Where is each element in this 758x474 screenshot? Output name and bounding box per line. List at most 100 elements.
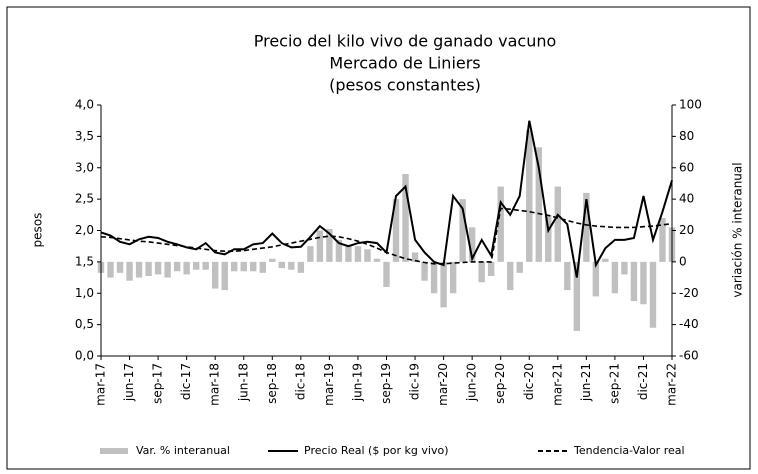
y2-tick-label: 0 xyxy=(679,254,687,268)
y-tick-label: 2,5 xyxy=(75,192,94,206)
x-tick-label: mar-20 xyxy=(436,363,450,406)
x-tick-label: dic-19 xyxy=(408,363,422,400)
bar xyxy=(421,261,428,281)
y-tick-label: 0,5 xyxy=(75,317,94,331)
bar xyxy=(107,261,114,278)
x-tick-label: sep-17 xyxy=(151,363,165,404)
bar xyxy=(278,261,286,269)
x-tick-label: mar-18 xyxy=(208,363,222,406)
bar xyxy=(602,258,609,262)
legend-swatch xyxy=(100,448,128,454)
line-series xyxy=(100,207,673,265)
bar xyxy=(478,261,485,283)
y-tick-label: 3,5 xyxy=(75,129,94,143)
bar xyxy=(307,246,314,262)
bar xyxy=(173,261,181,272)
bar xyxy=(554,186,561,262)
y-tick-label: 2,0 xyxy=(75,223,94,237)
bar xyxy=(183,261,190,275)
x-tick-label: sep-19 xyxy=(379,363,393,404)
bar xyxy=(364,249,371,262)
y-tick-label: 1,5 xyxy=(75,254,94,268)
chart-title: Precio del kilo vivo de ganado vacuno xyxy=(254,32,557,51)
bar xyxy=(402,174,409,262)
bar xyxy=(449,261,457,294)
bar xyxy=(250,261,257,272)
bar xyxy=(383,261,390,287)
x-tick-label: mar-21 xyxy=(550,363,564,406)
bar xyxy=(288,261,295,270)
bar xyxy=(135,261,143,278)
bar xyxy=(316,230,324,262)
bar xyxy=(507,261,514,291)
bar xyxy=(411,252,419,262)
x-tick-label: jun-20 xyxy=(465,363,479,402)
y-tick-label: 3,0 xyxy=(75,160,94,174)
bar xyxy=(611,261,619,294)
bar xyxy=(221,261,228,291)
y-axis-label: pesos xyxy=(31,213,45,248)
x-tick-label: dic-20 xyxy=(522,363,536,400)
x-tick-label: jun-21 xyxy=(579,363,593,402)
x-tick-label: dic-18 xyxy=(293,363,307,400)
bar xyxy=(373,258,381,262)
bar xyxy=(269,258,276,262)
x-tick-label: dic-17 xyxy=(179,363,193,400)
bar xyxy=(430,261,438,294)
bar xyxy=(526,130,533,262)
y2-tick-label: 80 xyxy=(679,129,694,143)
chart-subtitle: Mercado de Liniers xyxy=(329,54,480,73)
bar xyxy=(202,261,209,270)
y2-tick-label: -60 xyxy=(679,349,699,363)
bar xyxy=(459,199,466,262)
bar xyxy=(564,261,571,291)
bar xyxy=(392,199,400,262)
bar xyxy=(621,261,628,275)
bar xyxy=(154,261,162,275)
bar xyxy=(545,214,552,262)
y-tick-label: 4,0 xyxy=(75,98,94,112)
bar xyxy=(659,217,666,262)
bar xyxy=(212,261,219,289)
x-tick-label: sep-21 xyxy=(607,363,621,404)
bar xyxy=(440,261,447,308)
bar xyxy=(516,261,523,273)
bar xyxy=(164,261,171,278)
y2-tick-label: 20 xyxy=(679,223,694,237)
bar xyxy=(231,261,238,272)
bar xyxy=(630,261,638,302)
bar xyxy=(583,192,590,262)
y2-tick-label: 40 xyxy=(679,192,694,206)
bar xyxy=(649,261,657,328)
bar xyxy=(354,246,362,262)
x-tick-label: jun-18 xyxy=(236,363,250,402)
bar xyxy=(145,261,152,276)
bar xyxy=(335,239,343,262)
bar xyxy=(345,246,352,262)
bar xyxy=(192,261,200,270)
frame xyxy=(6,6,751,470)
y-tick-label: 1,0 xyxy=(75,286,94,300)
bar xyxy=(326,228,333,262)
bar xyxy=(535,147,542,262)
bar xyxy=(497,186,504,262)
y2-tick-label: -40 xyxy=(679,317,699,331)
bar xyxy=(116,261,124,273)
bar xyxy=(297,261,305,273)
bar xyxy=(240,261,247,272)
x-tick-label: mar-19 xyxy=(322,363,336,406)
x-tick-label: dic-21 xyxy=(636,363,650,400)
bar xyxy=(640,261,647,305)
bar xyxy=(259,261,266,273)
x-tick-label: sep-20 xyxy=(493,363,507,404)
x-tick-label: sep-18 xyxy=(265,363,279,404)
x-tick-label: mar-22 xyxy=(665,363,679,406)
y2-tick-label: 60 xyxy=(679,160,694,174)
y2-axis-label: variación % interanual xyxy=(731,162,745,297)
x-tick-label: mar-17 xyxy=(94,363,108,406)
legend-label: Var. % interanual xyxy=(136,444,230,457)
legend-label: Precio Real ($ por kg vivo) xyxy=(304,444,449,457)
bar xyxy=(487,261,495,276)
